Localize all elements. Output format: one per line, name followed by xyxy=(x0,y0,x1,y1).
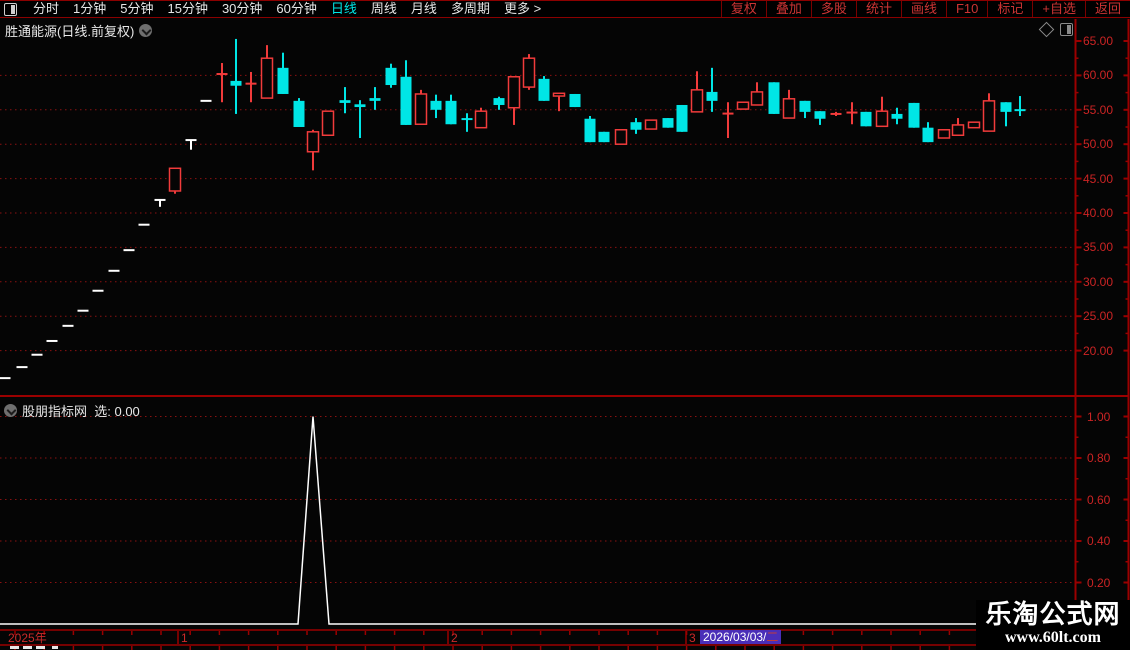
price-tick-label: 50.00 xyxy=(1083,137,1114,152)
x-axis-month-label: 3 xyxy=(689,631,696,645)
tool-menu: 复权 叠加 多股 统计 画线 F10 标记 +自选 返回 xyxy=(720,1,1130,17)
period-tab-9[interactable]: 月线 xyxy=(410,1,437,16)
period-tab-2[interactable]: 1分钟 xyxy=(73,1,107,16)
indicator-tick-label: 0.20 xyxy=(1087,575,1111,590)
tool-menu-item-6[interactable]: F10 xyxy=(945,1,987,17)
x-axis-month-label: 2 xyxy=(451,631,458,645)
period-tabs: 分时 1分钟 5分钟 15分钟 30分钟 60分钟 日线 周线 月线 多周期 更多 > xyxy=(33,1,541,17)
price-tick-label: 25.00 xyxy=(1083,309,1114,324)
price-tick-label: 20.00 xyxy=(1083,343,1114,358)
watermark-site-name: 乐淘公式网 xyxy=(985,600,1121,629)
indicator-panel-header: 股朋指标网 选: 0.00 xyxy=(4,401,140,420)
selected-date-text: 2026/03/03/ xyxy=(703,630,767,644)
selected-date-badge[interactable]: 2026/03/03/二 xyxy=(700,630,782,644)
tool-menu-item-3[interactable]: 多股 xyxy=(810,1,856,17)
x-axis-year-label: 2025年 xyxy=(8,631,47,645)
clipped-text-fragment xyxy=(10,646,19,649)
price-tick-label: 35.00 xyxy=(1083,240,1114,255)
price-tick-label: 30.00 xyxy=(1083,274,1114,289)
tool-menu-item-2[interactable]: 叠加 xyxy=(765,1,811,17)
price-tick-label: 55.00 xyxy=(1083,102,1114,117)
clipped-text-fragment xyxy=(23,646,32,649)
tool-menu-item-9[interactable]: 返回 xyxy=(1084,1,1130,17)
price-tick-label: 45.00 xyxy=(1083,171,1114,186)
period-tab-3[interactable]: 5分钟 xyxy=(120,1,154,16)
tool-menu-item-5[interactable]: 画线 xyxy=(900,1,946,17)
indicator-tick-label: 1.00 xyxy=(1087,409,1111,424)
period-tab-11[interactable]: 更多 > xyxy=(503,1,542,16)
chart-corner-tools xyxy=(1038,21,1073,38)
clipped-text-fragment xyxy=(52,646,58,649)
chart-title-row: 胜通能源(日线.前复权) xyxy=(5,21,153,40)
clipped-text-fragment xyxy=(36,646,45,649)
indicator-tick-label: 0.80 xyxy=(1087,451,1111,465)
indicator-tick-label: 0.40 xyxy=(1087,534,1111,548)
period-tab-7[interactable]: 日线 xyxy=(330,1,357,16)
x-axis-month-label: 1 xyxy=(181,631,188,645)
price-tick-label: 40.00 xyxy=(1083,206,1114,220)
title-collapse-chevron-icon[interactable] xyxy=(139,24,153,37)
indicator-collapse-chevron-icon[interactable] xyxy=(4,404,17,417)
tool-menu-item-1[interactable]: 复权 xyxy=(720,1,766,17)
indicator-value: 选: 0.00 xyxy=(94,404,140,419)
watermark-site-url: www.60lt.com xyxy=(1005,629,1101,646)
stock-title: 胜通能源(日线.前复权) xyxy=(5,24,135,39)
period-tab-6[interactable]: 60分钟 xyxy=(276,1,317,16)
top-menu-bar: 分时 1分钟 5分钟 15分钟 30分钟 60分钟 日线 周线 月线 多周期 更多 > 复权 叠加 多股… xyxy=(0,0,1130,18)
layout-toggle-icon[interactable] xyxy=(4,2,17,16)
watermark: 乐淘公式网 www.60lt.com xyxy=(976,600,1130,650)
tool-menu-item-8[interactable]: +自选 xyxy=(1032,1,1085,17)
period-tab-8[interactable]: 周线 xyxy=(370,1,397,16)
period-tab-5[interactable]: 30分钟 xyxy=(221,1,263,16)
split-view-icon[interactable] xyxy=(1060,23,1073,36)
indicator-tick-label: 0.60 xyxy=(1087,492,1111,507)
price-tick-label: 60.00 xyxy=(1083,68,1114,83)
indicator-name: 股朋指标网 xyxy=(22,404,88,419)
period-tab-10[interactable]: 多周期 xyxy=(450,1,490,16)
diamond-marker-icon[interactable] xyxy=(1038,21,1055,38)
selected-date-weekday: 二 xyxy=(766,630,779,644)
price-tick-label: 65.00 xyxy=(1083,34,1114,48)
tool-menu-item-4[interactable]: 统计 xyxy=(855,1,901,17)
period-tab-1[interactable]: 分时 xyxy=(33,1,60,16)
period-tab-4[interactable]: 15分钟 xyxy=(167,1,208,16)
tool-menu-item-7[interactable]: 标记 xyxy=(987,1,1032,17)
